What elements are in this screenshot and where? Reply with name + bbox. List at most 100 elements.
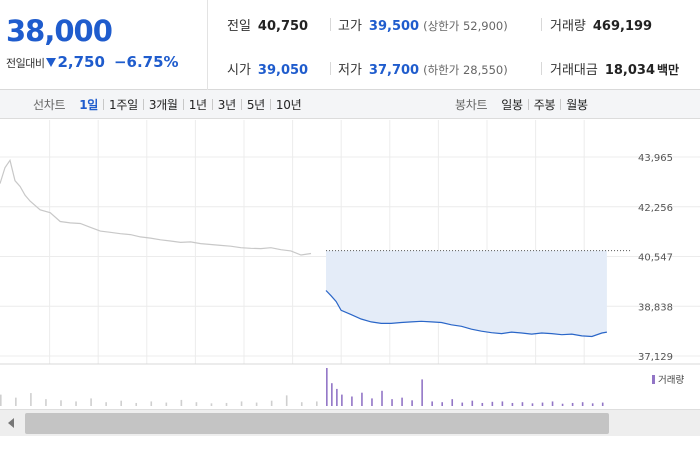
price-box: 38,000 전일대비 2,750 −6.75%	[0, 0, 208, 90]
volume-bar	[60, 400, 62, 406]
volume-bar	[255, 402, 258, 406]
volume-bar	[591, 403, 594, 406]
volume-bar	[225, 402, 228, 406]
chart-scrollbar[interactable]	[0, 409, 700, 436]
tab-3-years[interactable]: 3년	[217, 98, 236, 112]
price-chart-svg: 43,965 42,256 40,547 38,838 37,129 거래량	[0, 120, 700, 406]
amount-stat: 거래대금 18,034 백만	[550, 59, 679, 78]
volume-bar	[326, 368, 328, 406]
y-tick-label: 37,129	[638, 352, 673, 363]
volume-bars	[0, 368, 604, 406]
tab-10-years[interactable]: 10년	[275, 98, 302, 112]
volume-bar	[105, 402, 107, 406]
tab-daily-candle[interactable]: 일봉	[501, 98, 523, 112]
y-tick-label: 42,256	[638, 203, 673, 214]
volume-bar	[411, 400, 413, 406]
volume-bar	[581, 402, 584, 406]
tab-1-year[interactable]: 1년	[188, 98, 207, 112]
change-value: 2,750	[57, 53, 105, 71]
y-tick-label: 38,838	[638, 302, 673, 313]
volume-label: 거래량	[550, 19, 586, 34]
volume-bar	[551, 401, 554, 406]
open-value: 39,050	[257, 63, 309, 78]
scroll-left-button[interactable]	[3, 415, 19, 431]
volume-bar	[351, 396, 353, 406]
volume-bar	[0, 394, 2, 406]
high-value: 39,500	[368, 19, 420, 34]
volume-bar	[531, 403, 534, 406]
volume-bar	[381, 390, 383, 406]
volume-bar	[336, 388, 338, 406]
today-price-line	[325, 290, 608, 338]
volume-bar	[391, 399, 393, 406]
tab-1-week[interactable]: 1주일	[109, 98, 138, 112]
high-stat: 고가 39,500 (상한가 52,900)	[338, 15, 508, 34]
prev-close-label: 전일	[227, 19, 251, 34]
chart-fill	[326, 250, 607, 337]
divider	[182, 99, 184, 110]
volume-bar	[210, 403, 213, 406]
volume-bar	[401, 397, 403, 406]
tab-3-months[interactable]: 3개월	[148, 98, 178, 112]
candle-chart-title: 봉차트	[455, 98, 488, 112]
divider	[240, 99, 242, 110]
open-stat: 시가 39,050	[227, 59, 308, 78]
volume-bar	[511, 402, 514, 406]
chart-lines	[0, 158, 632, 338]
scroll-thumb[interactable]	[25, 413, 609, 434]
change-label: 전일대비	[6, 57, 45, 70]
volume-bar	[120, 400, 122, 406]
low-stat: 저가 37,700 (하한가 28,550)	[338, 59, 508, 78]
previous-day-line	[0, 158, 312, 256]
divider	[269, 99, 271, 110]
volume-bar	[561, 403, 564, 406]
divider	[211, 99, 213, 110]
change-percent: −6.75%	[113, 53, 179, 71]
volume-stat: 거래량 469,199	[550, 15, 652, 34]
tab-weekly-candle[interactable]: 주봉	[533, 98, 556, 112]
volume-bar	[270, 400, 273, 406]
volume-bar	[371, 398, 373, 406]
y-axis-ticks: 43,965 42,256 40,547 38,838 37,129	[638, 153, 673, 363]
y-tick-label: 43,965	[638, 153, 673, 164]
volume-bar	[331, 383, 333, 406]
divider	[142, 99, 144, 110]
line-chart-tabs: 선차트 1일 1주일 3개월 1년 3년 5년 10년	[33, 90, 306, 119]
chart-period-bar: 선차트 1일 1주일 3개월 1년 3년 5년 10년 봉차트 일봉 주봉 월봉	[0, 90, 700, 119]
low-value: 37,700	[368, 63, 420, 78]
volume-bar	[135, 402, 138, 406]
quote-stats: 전일 40,750 고가 39,500 (상한가 52,900) 거래량 469…	[209, 0, 700, 90]
tab-5-years[interactable]: 5년	[246, 98, 265, 112]
volume-bar	[165, 402, 168, 406]
volume-bar	[491, 401, 494, 406]
volume-bar	[481, 402, 484, 406]
line-chart-title: 선차트	[33, 98, 66, 112]
tab-monthly-candle[interactable]: 월봉	[566, 98, 588, 112]
amount-label: 거래대금	[550, 63, 598, 78]
prev-close-stat: 전일 40,750	[227, 15, 308, 34]
tab-1-day[interactable]: 1일	[79, 98, 99, 112]
high-label: 고가	[338, 19, 362, 34]
amount-value: 18,034	[604, 63, 656, 78]
divider	[330, 62, 331, 75]
volume-bar	[601, 402, 604, 406]
low-label: 저가	[338, 63, 362, 78]
stock-quote-panel: 38,000 전일대비 2,750 −6.75% 전일 40,750 고가 39…	[0, 0, 700, 90]
volume-bar	[300, 402, 303, 406]
divider	[560, 99, 562, 110]
y-tick-label: 40,547	[638, 253, 673, 264]
lower-limit: (하한가 28,550)	[423, 63, 508, 77]
volume-value: 469,199	[592, 19, 653, 34]
price-chart: 43,965 42,256 40,547 38,838 37,129 거래량	[0, 120, 700, 407]
open-label: 시가	[227, 63, 251, 78]
volume-bar	[521, 402, 524, 406]
down-triangle-icon	[46, 58, 57, 67]
volume-bar	[341, 394, 343, 406]
volume-bar	[361, 392, 363, 406]
volume-bar	[501, 401, 504, 406]
today-area-fill	[326, 250, 607, 337]
volume-bar	[461, 402, 464, 406]
volume-bar	[431, 401, 433, 406]
legend-label: 거래량	[658, 374, 684, 386]
volume-bar	[75, 401, 77, 406]
